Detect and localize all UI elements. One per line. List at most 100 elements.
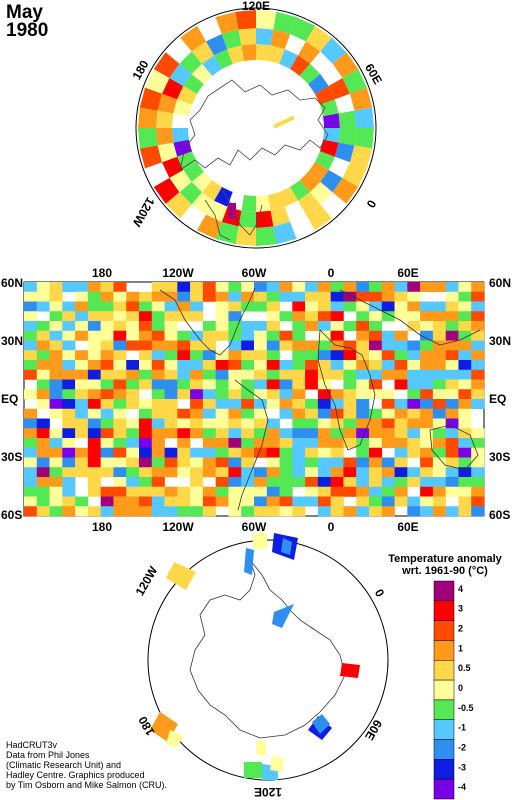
grid-cell (305, 496, 319, 507)
grid-cell (126, 340, 140, 351)
grid-cell (445, 350, 459, 361)
grid-cell (279, 506, 293, 517)
grid-cell (279, 428, 293, 439)
grid-cell (197, 214, 222, 239)
grid-cell (292, 447, 306, 458)
grid-cell (36, 360, 50, 371)
lon-bottom-60e: 60E (397, 520, 418, 534)
grid-cell (420, 350, 434, 361)
grid-cell (202, 369, 216, 380)
grid-cell (292, 301, 306, 312)
grid-cell (100, 486, 114, 497)
grid-cell (314, 86, 335, 105)
grid-cell (62, 369, 76, 380)
grid-cell (432, 301, 446, 312)
grid-cell (151, 350, 165, 361)
grid-cell (356, 311, 370, 322)
grid-cell (256, 10, 277, 30)
grid-cell (100, 447, 114, 458)
grid-cell (202, 321, 216, 332)
grid-cell (471, 350, 485, 361)
grid-cell (87, 330, 101, 341)
grid-cell (214, 186, 233, 207)
grid-cell (62, 428, 76, 439)
grid-cell (292, 291, 306, 302)
grid-cell (266, 447, 280, 458)
grid-cell (369, 321, 383, 332)
grid-cell (330, 496, 344, 507)
grid-cell (420, 330, 434, 341)
grid-cell (471, 291, 485, 302)
grid-cell (156, 110, 174, 128)
grid-cell (126, 428, 140, 439)
grid-cell (407, 350, 421, 361)
grid-cell (139, 301, 153, 312)
grid-cell (202, 389, 216, 400)
grid-cell (279, 291, 293, 302)
grid-cell (228, 350, 242, 361)
grid-cell (164, 311, 178, 322)
grid-cell (126, 301, 140, 312)
grid-cell (266, 399, 280, 410)
grid-cell (445, 486, 459, 497)
grid-cell (202, 379, 216, 390)
grid-cell (227, 45, 245, 65)
grid-cell (445, 467, 459, 478)
grid-cell (202, 457, 216, 468)
grid-cell (241, 457, 255, 468)
grid-cell (180, 25, 206, 52)
grid-cell (215, 418, 229, 429)
grid-cell (458, 447, 472, 458)
grid-cell (49, 350, 63, 361)
legend-title-line2: wrt. 1961-90 (°C) (402, 565, 488, 577)
grid-cell (279, 457, 293, 468)
grid-cell (151, 486, 165, 497)
grid-cell (290, 180, 310, 201)
grid-cell (369, 467, 383, 478)
grid-cell (49, 486, 63, 497)
grid-cell (343, 408, 357, 419)
grid-cell (87, 408, 101, 419)
grid-cell (177, 311, 191, 322)
grid-cell (273, 222, 297, 245)
grid-cell (113, 379, 127, 390)
grid-cell (235, 10, 256, 30)
grid-cell (266, 418, 280, 429)
grid-cell (24, 311, 38, 322)
grid-cell (394, 369, 408, 380)
grid-cell (266, 506, 280, 517)
grid-cell (241, 369, 255, 380)
colorbar-swatch (433, 660, 455, 681)
colorbar-swatch (433, 620, 455, 641)
grid-cell (369, 438, 383, 449)
grid-cell (356, 330, 370, 341)
grid-cell (254, 389, 268, 400)
grid-cell (241, 399, 255, 410)
grid-cell (206, 34, 228, 56)
grid-cell (113, 467, 127, 478)
colorbar-label: -0.5 (458, 703, 474, 713)
grid-cell (139, 418, 153, 429)
colorbar-swatch (433, 679, 455, 701)
colorbar-swatch (433, 719, 455, 740)
colorbar-label: 3 (458, 604, 463, 614)
grid-cell (62, 486, 76, 497)
grid-cell (75, 291, 89, 302)
grid-cell (202, 408, 216, 419)
north-coastline (179, 79, 329, 171)
sp-lon-120w: 120W (133, 563, 161, 598)
grid-cell (369, 428, 383, 439)
grid-cell (458, 438, 472, 449)
grid-cell (241, 282, 255, 293)
grid-cell (126, 291, 140, 302)
grid-cell (256, 210, 274, 228)
grid-cell (49, 311, 63, 322)
grid-cell (24, 428, 38, 439)
grid-cell (164, 447, 178, 458)
grid-cell (471, 369, 485, 380)
grid-cell (75, 506, 89, 517)
grid-cell (238, 210, 256, 228)
grid-cell (458, 457, 472, 468)
grid-cell (445, 428, 459, 439)
grid-cell (369, 360, 383, 371)
